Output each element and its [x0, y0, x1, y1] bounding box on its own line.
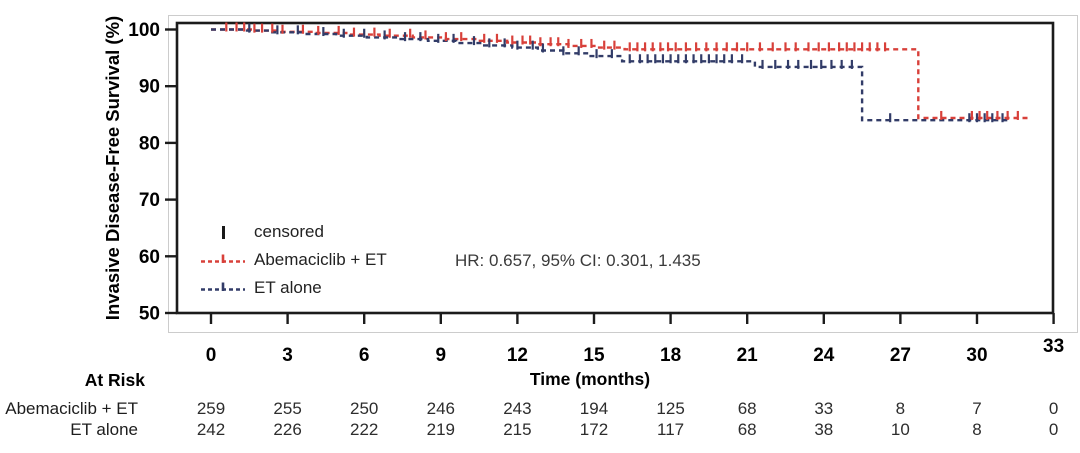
x-axis-title: Time (months) — [529, 369, 651, 389]
svg-text:70: 70 — [139, 190, 160, 211]
at-risk-count: 219 — [426, 420, 455, 439]
svg-text:0: 0 — [206, 345, 217, 366]
svg-text:18: 18 — [660, 345, 681, 366]
plot-box — [175, 21, 1055, 315]
at-risk-count: 68 — [737, 420, 757, 439]
legend-label-abemaciclib: Abemaciclib + ET — [254, 250, 387, 269]
at-risk-row-label: ET alone — [70, 420, 138, 439]
svg-text:21: 21 — [737, 345, 759, 366]
at-risk-count: 125 — [656, 399, 685, 418]
at-risk-count: 259 — [196, 399, 226, 418]
at-risk-count: 250 — [350, 399, 379, 418]
svg-text:33: 33 — [1043, 336, 1064, 357]
svg-text:6: 6 — [359, 345, 370, 366]
svg-text:50: 50 — [139, 304, 160, 325]
hr-annotation: HR: 0.657, 95% CI: 0.301, 1.435 — [455, 251, 701, 270]
at-risk-count: 7 — [972, 399, 982, 418]
at-risk-count: 10 — [890, 420, 910, 439]
y-axis: 50 60 70 80 90 100 — [128, 20, 177, 325]
legend-label-censored: censored — [254, 222, 324, 241]
dashed-line-blue-icon — [200, 281, 246, 295]
svg-text:90: 90 — [139, 77, 160, 98]
at-risk-row-label: Abemaciclib + ET — [5, 399, 138, 418]
at-risk-count: 8 — [972, 420, 982, 439]
legend-item-censored: censored — [200, 218, 387, 246]
at-risk-count: 68 — [737, 399, 757, 418]
svg-text:60: 60 — [139, 247, 160, 268]
series-line-1 — [211, 28, 1008, 122]
at-risk-header: At Risk — [84, 370, 145, 390]
censor-mark-icon — [200, 225, 246, 239]
at-risk-count: 243 — [503, 399, 532, 418]
at-risk-count: 0 — [1048, 420, 1059, 439]
legend-item-abemaciclib: Abemaciclib + ET — [200, 246, 387, 274]
svg-text:80: 80 — [139, 133, 160, 154]
at-risk-count: 222 — [350, 420, 379, 439]
at-risk-count: 33 — [814, 399, 834, 418]
at-risk-count: 242 — [196, 420, 226, 439]
svg-text:24: 24 — [813, 345, 835, 366]
at-risk-count: 246 — [426, 399, 455, 418]
svg-text:100: 100 — [128, 20, 160, 41]
series-line-0 — [211, 28, 1029, 120]
at-risk-count: 0 — [1048, 399, 1059, 418]
svg-text:12: 12 — [507, 345, 528, 366]
svg-text:9: 9 — [436, 345, 447, 366]
at-risk-count: 8 — [895, 399, 906, 418]
censor-ticks-1 — [248, 23, 1004, 123]
at-risk-count: 172 — [579, 420, 609, 439]
svg-text:3: 3 — [282, 345, 293, 366]
dashed-line-red-icon — [200, 253, 246, 267]
x-axis: 0 3 6 9 12 15 18 21 24 27 30 33 — [206, 313, 1064, 366]
at-risk-count: 38 — [814, 420, 834, 439]
at-risk-count: 255 — [273, 399, 302, 418]
svg-text:15: 15 — [583, 345, 605, 366]
censor-ticks-0 — [225, 22, 1019, 120]
plot-frame — [168, 15, 1078, 333]
legend-item-et-alone: ET alone — [200, 274, 387, 302]
at-risk-count: 194 — [579, 399, 609, 418]
svg-text:27: 27 — [890, 345, 911, 366]
legend-label-et-alone: ET alone — [254, 278, 322, 297]
svg-text:30: 30 — [966, 345, 987, 366]
at-risk-count: 117 — [657, 420, 685, 439]
at-risk-count: 226 — [273, 420, 302, 439]
at-risk-count: 215 — [503, 420, 532, 439]
legend: censored Abemaciclib + ET ET alone — [200, 218, 387, 302]
